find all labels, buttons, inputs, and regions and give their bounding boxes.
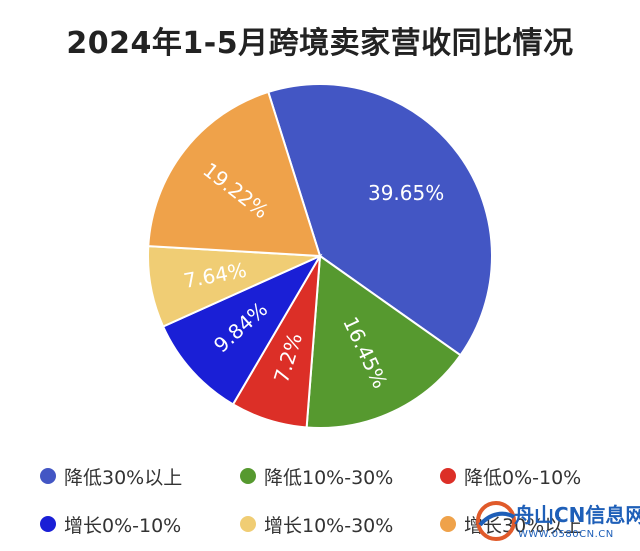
pie-slice bbox=[161, 253, 323, 406]
pie-slice bbox=[267, 83, 493, 357]
legend-swatch bbox=[240, 516, 256, 532]
legend-swatch bbox=[40, 468, 56, 484]
legend: 降低30%以上 降低10%-30% 降低0%-10% 增长0%-10% 增长10… bbox=[40, 462, 640, 538]
legend-swatch bbox=[440, 468, 456, 484]
legend-label: 降低30%以上 bbox=[64, 466, 183, 489]
legend-item: 增长30%以上 bbox=[440, 510, 640, 538]
legend-label: 降低0%-10% bbox=[464, 466, 582, 489]
legend-label: 降低10%-30% bbox=[264, 466, 394, 489]
legend-label: 增长30%以上 bbox=[464, 514, 583, 537]
legend-swatch bbox=[240, 468, 256, 484]
legend-item: 降低0%-10% bbox=[440, 462, 640, 490]
watermark-logo: 舟山CN信息网 WWW.0580CN.CN bbox=[474, 495, 640, 549]
legend-item: 降低30%以上 bbox=[40, 462, 240, 490]
legend-label: 增长10%-30% bbox=[264, 514, 394, 537]
pie-slice bbox=[147, 90, 322, 258]
legend-swatch bbox=[440, 516, 456, 532]
watermark-url: WWW.0580CN.CN bbox=[518, 529, 614, 540]
legend-swatch bbox=[40, 516, 56, 532]
globe-icon bbox=[476, 501, 516, 541]
watermark-title: 舟山CN信息网 bbox=[514, 503, 640, 527]
legend-item: 增长0%-10% bbox=[40, 510, 240, 538]
legend-label: 增长0%-10% bbox=[64, 514, 182, 537]
chart-title: 2024年1-5月跨境卖家营收同比情况 bbox=[66, 26, 574, 61]
legend-item: 增长10%-30% bbox=[240, 510, 440, 538]
pie-slice bbox=[305, 254, 462, 429]
legend-item: 降低10%-30% bbox=[240, 462, 440, 490]
data-label: 39.65% bbox=[368, 181, 444, 205]
